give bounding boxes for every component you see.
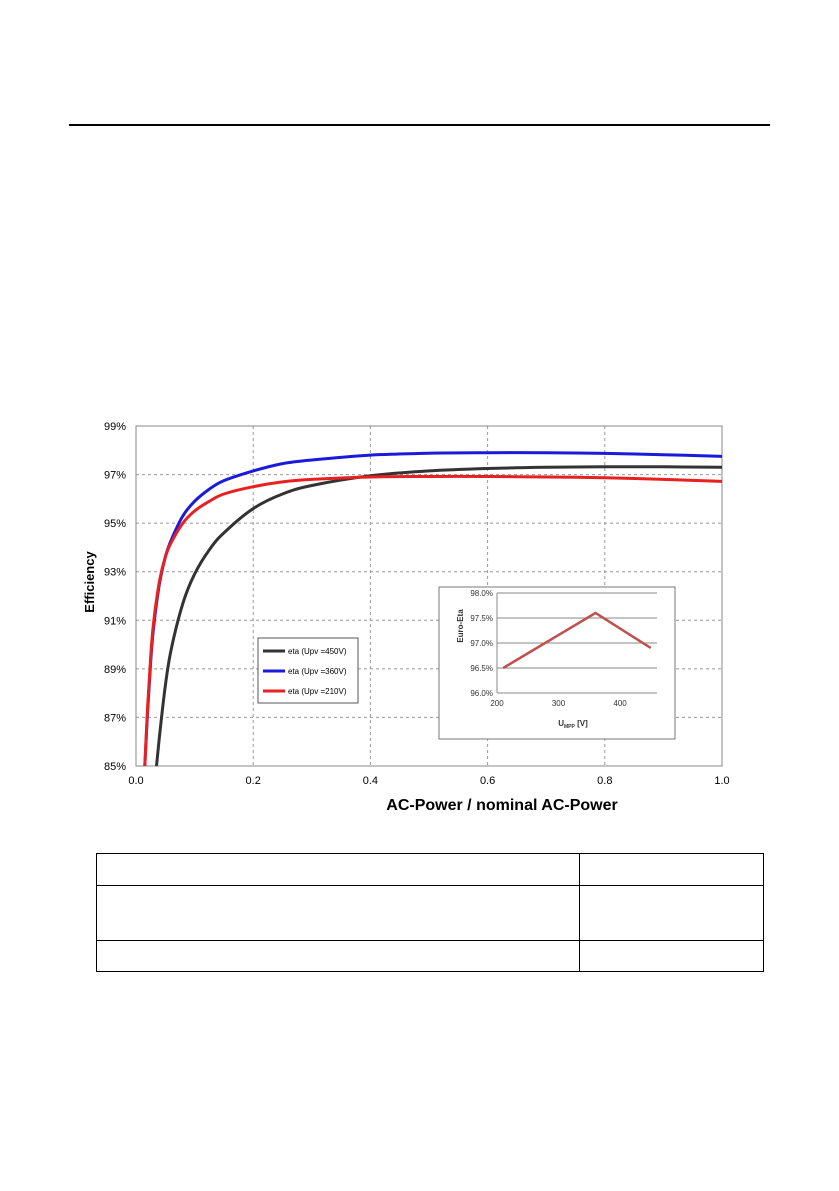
legend: eta (Upv =450V) eta (Upv =360V) eta (Upv =… [257, 637, 359, 704]
table-cell [579, 940, 764, 972]
table-cell [96, 940, 580, 972]
table-row [96, 885, 764, 941]
table-row [96, 940, 764, 972]
main-series [143, 451, 723, 767]
inset-series-line [502, 611, 652, 670]
inset-x-tick-label: 300 [552, 699, 566, 708]
y-tick-label: 99% [104, 421, 126, 433]
table-cell [96, 853, 580, 886]
inset-y-tick-label: 97.0% [470, 639, 493, 648]
inset-y-axis-label: Euro-Eta [456, 609, 465, 643]
table-cell [96, 885, 580, 941]
y-tick-label: 97% [104, 470, 126, 482]
legend-label: eta (Upv =210V) [288, 687, 347, 696]
main-plot-frame [135, 425, 723, 767]
x-tick-label: 0.6 [480, 775, 495, 787]
inset-frame [438, 586, 676, 740]
table-cell [579, 885, 764, 941]
x-axis-label: AC-Power / nominal AC-Power [386, 797, 617, 814]
header-rule [69, 124, 770, 126]
efficiency-chart: 0.0 0.2 0.4 0.6 0.8 1.0 85% 87% 89% 91% 93% 95% 97% 9… [82, 421, 730, 814]
inset-x-tick-label: 200 [490, 699, 504, 708]
legend-label: eta (Upv =360V) [288, 667, 347, 676]
inset-y-tick-label: 96.5% [470, 664, 493, 673]
y-tick-label: 93% [104, 567, 126, 579]
y-axis-label: Efficiency [82, 551, 97, 613]
y-tick-label: 95% [104, 518, 126, 530]
table-cell [579, 853, 764, 886]
inset-x-tick-label: 400 [613, 699, 627, 708]
series-line [155, 465, 723, 767]
y-tick-label: 87% [104, 712, 126, 724]
inset-series [502, 611, 652, 670]
main-ticks: 0.0 0.2 0.4 0.6 0.8 1.0 85% 87% 89% 91% 93% 95% 97% 9… [104, 421, 730, 787]
legend-label: eta (Upv =450V) [288, 647, 347, 656]
series-line [143, 474, 723, 767]
spec-table [96, 853, 764, 972]
inset-y-tick-label: 97.5% [470, 614, 493, 623]
inset-x-axis-label: UMPP [V] [558, 719, 588, 730]
x-tick-label: 1.0 [714, 775, 729, 787]
y-tick-label: 85% [104, 761, 126, 773]
inset-y-tick-label: 98.0% [470, 589, 493, 598]
x-tick-label: 0.8 [597, 775, 612, 787]
inset-ticks: 96.0% 96.5% 97.0% 97.5% 98.0% 200 300 400 [470, 589, 627, 708]
x-tick-label: 0.4 [363, 775, 378, 787]
y-tick-label: 89% [104, 664, 126, 676]
y-tick-label: 91% [104, 615, 126, 627]
x-tick-label: 0.0 [128, 775, 143, 787]
inset-chart: 96.0% 96.5% 97.0% 97.5% 98.0% 200 300 400 Euro-… [438, 586, 676, 740]
inset-grid [496, 592, 657, 694]
table-row [96, 853, 764, 886]
x-tick-label: 0.2 [246, 775, 261, 787]
inset-y-tick-label: 96.0% [470, 689, 493, 698]
